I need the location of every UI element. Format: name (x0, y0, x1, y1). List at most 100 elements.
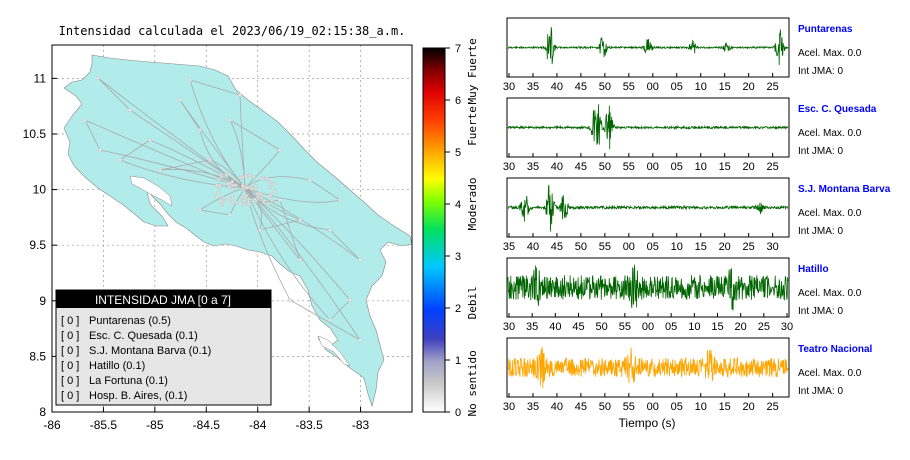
station-dot (235, 200, 239, 205)
colorbar-tick-label: 7 (455, 43, 461, 55)
station-dot (83, 118, 87, 122)
station-dot (244, 174, 248, 178)
waveform-xtick-label: 50 (599, 161, 611, 173)
station-dot (228, 197, 232, 202)
station-dot (252, 175, 256, 179)
road (244, 149, 281, 189)
station-dot (230, 179, 234, 184)
road (309, 179, 341, 201)
waveform-xtick-label: 10 (695, 81, 707, 93)
waveform-xtick-label: 30 (781, 321, 793, 333)
station-dot (228, 213, 232, 217)
gulf-nicoya (129, 175, 173, 207)
station-dot (253, 184, 258, 188)
int-jma-label: Int JMA: 0 (798, 306, 843, 317)
station-dot (268, 180, 272, 185)
station-dot (358, 338, 362, 342)
station-dot (228, 118, 232, 122)
station-dot (258, 228, 262, 232)
colorbar: 0 1 2 3 4 5 6 7 No sentido Debil Moderado Fuerte Mu… (422, 38, 479, 419)
waveform-xtick-label: 10 (695, 401, 707, 413)
legend-level: [ 0 ] (61, 330, 79, 342)
station-dot (224, 172, 229, 177)
road (179, 99, 201, 131)
map-ytick-label: 9 (39, 294, 46, 308)
legend-station: Hosp. B. Aires, (0.1) (89, 390, 187, 402)
station-dot (268, 185, 272, 189)
road (84, 119, 101, 151)
station-dot (158, 168, 162, 172)
waveform-xtick-label: 05 (647, 241, 659, 253)
road (279, 199, 301, 261)
waveform-trace (507, 27, 789, 66)
road (244, 187, 301, 261)
legend-level: [ 0 ] (61, 375, 79, 387)
waveform-xtick-label: 25 (758, 321, 770, 333)
waveform-xtick-label: 30 (503, 161, 515, 173)
waveform-xtick-label: 00 (647, 161, 659, 173)
road (244, 187, 361, 341)
station-dot (262, 200, 266, 204)
station-dot (241, 175, 245, 179)
road (189, 79, 246, 189)
legend-level: [ 0 ] (61, 390, 79, 402)
colorbar-tick-label: 6 (455, 95, 461, 107)
station-dot (148, 138, 152, 142)
station-dot (267, 194, 272, 198)
station-name: Teatro Nacional (798, 344, 872, 355)
waveform-xtick-label: 15 (695, 241, 707, 253)
waveform-xtick-label: 00 (642, 321, 654, 333)
station-dot (98, 148, 102, 152)
colorbar-tick-label: 5 (455, 147, 461, 159)
waveform-panel: 30 35 40 45 50 55 00 05 10 15 20 25 Teatro Nacional A… (503, 337, 872, 413)
waveform-panel: 35 40 45 50 55 00 05 10 15 20 25 30 S.J. Montana Bar… (503, 177, 891, 253)
waveform-xtick-label: 30 (503, 81, 515, 93)
station-dot (259, 196, 264, 200)
waveform-xtick-label: 20 (735, 321, 747, 333)
waveform-xtick-label: 55 (623, 81, 635, 93)
int-jma-label: Int JMA: 0 (798, 386, 843, 397)
acel-max-label: Acel. Max. 0.0 (798, 128, 862, 139)
station-dot (198, 128, 202, 132)
station-dot (198, 208, 202, 212)
station-dot (273, 189, 277, 193)
waveform-xtick-label: 15 (719, 81, 731, 93)
station-dot (230, 183, 235, 187)
station-dot (262, 176, 266, 181)
waveform-trace (507, 264, 789, 311)
map-ytick-label: 8 (39, 405, 46, 419)
map-xtick-label: -83.5 (295, 418, 323, 432)
colorbar-tick-label: 0 (455, 407, 461, 419)
road (244, 187, 331, 321)
map-xtick-label: -86 (43, 418, 61, 432)
road (289, 299, 361, 341)
costa-rica-land (63, 54, 413, 408)
station-dot (231, 195, 235, 200)
station-dot (242, 199, 246, 203)
road (159, 159, 211, 171)
road (329, 299, 351, 321)
map-ytick-label: 9.5 (29, 238, 46, 252)
waveform-xtick-label: 25 (766, 401, 778, 413)
station-dot (217, 183, 222, 188)
waveform-xtick-label: 45 (575, 401, 587, 413)
station-dot (298, 258, 302, 262)
station-name: Hatillo (798, 264, 829, 275)
station-dot (230, 201, 235, 205)
waveform-xtick-label: 45 (551, 241, 563, 253)
waveform-panel: 30 35 40 45 50 55 00 05 10 15 20 25 Puntarenas Acel. … (503, 17, 862, 93)
waveform-xtick-label: 45 (575, 81, 587, 93)
station-dot (118, 158, 122, 162)
waveform-xtick-label: 45 (572, 321, 584, 333)
waveform-xtick-label: 30 (503, 321, 515, 333)
map-ytick-label: 8.5 (29, 349, 46, 363)
waveform-xtick-label: 35 (503, 241, 515, 253)
time-axis-label: Tiempo (s) (619, 416, 676, 430)
station-dot (216, 177, 220, 181)
colorbar-tick-label: 1 (455, 355, 461, 367)
waveform-panels: 30 35 40 45 50 55 00 05 10 15 20 25 Puntarenas Acel. … (503, 17, 891, 413)
colorbar-category: Fuerte (466, 106, 479, 146)
waveform-xtick-label: 40 (527, 241, 539, 253)
road (129, 109, 246, 189)
waveform-xtick-label: 00 (647, 401, 659, 413)
